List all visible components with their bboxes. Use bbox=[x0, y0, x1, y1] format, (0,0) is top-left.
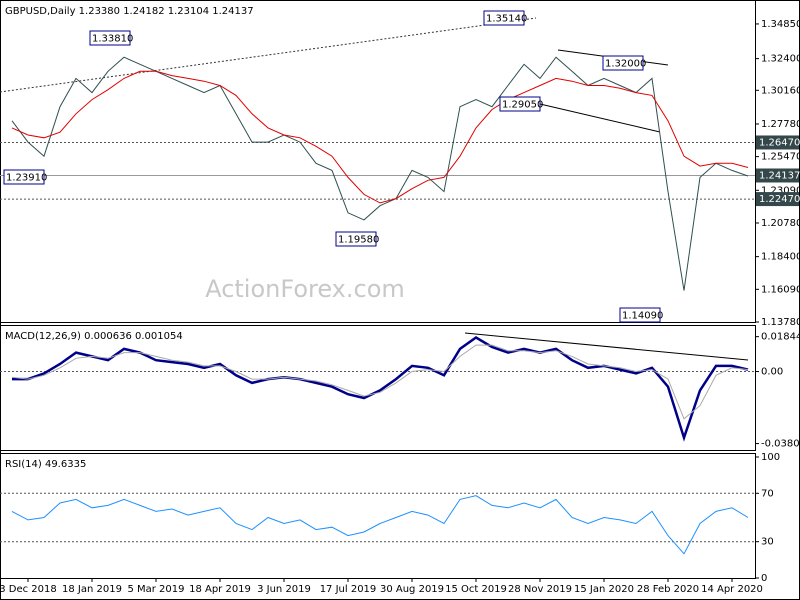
y-tick-label: 0.018442 bbox=[761, 332, 800, 343]
y-tick-label: 1.20780 bbox=[761, 218, 800, 229]
y-tick-label: 1.30160 bbox=[761, 85, 800, 96]
level-box bbox=[756, 135, 799, 150]
y-tick-label: 1.25470 bbox=[761, 152, 800, 163]
annotation-box bbox=[335, 231, 377, 247]
annotation-label: 1.35140 bbox=[486, 14, 527, 25]
rsi-panel bbox=[0, 453, 756, 579]
annotation-box bbox=[499, 96, 541, 112]
panel-title: GBPUSD,Daily 1.23380 1.24182 1.23104 1.2… bbox=[5, 6, 254, 17]
x-tick-label: 3 Dec 2018 bbox=[0, 584, 57, 595]
level-label: 1.24137 bbox=[759, 170, 800, 181]
watermark: ActionForex.com bbox=[205, 275, 405, 303]
panel-title: MACD(12,26,9) 0.000636 0.001054 bbox=[5, 331, 183, 342]
price-panel bbox=[0, 0, 756, 323]
panel-title: RSI(14) 49.6335 bbox=[5, 459, 86, 470]
y-tick-label: 0 bbox=[761, 573, 767, 584]
y-tick-label: 70 bbox=[761, 488, 774, 499]
annotation-label: 1.19580 bbox=[338, 235, 379, 246]
annotation-label: 1.29050 bbox=[502, 100, 543, 111]
y-tick-label: 1.13780 bbox=[761, 317, 800, 328]
annotation-box bbox=[602, 55, 644, 71]
series-line bbox=[12, 336, 749, 442]
y-tick-label: 100 bbox=[761, 452, 780, 463]
x-tick-label: 5 Mar 2019 bbox=[127, 584, 184, 595]
macd-trend-line bbox=[464, 332, 749, 361]
annotation-label: 1.14090 bbox=[622, 311, 663, 322]
x-tick-label: 28 Feb 2020 bbox=[637, 584, 699, 595]
annotation-label: 1.33810 bbox=[92, 34, 133, 45]
x-tick-label: 3 Jun 2019 bbox=[257, 584, 311, 595]
level-label: 1.22470 bbox=[759, 194, 800, 205]
series-line bbox=[11, 56, 749, 291]
level-label: 1.26470 bbox=[759, 137, 800, 148]
annotation-label: 1.32000 bbox=[605, 59, 646, 70]
y-tick-label: 30 bbox=[761, 537, 774, 548]
series-line bbox=[11, 344, 749, 420]
annotation-box bbox=[483, 10, 525, 26]
x-tick-label: 15 Jan 2020 bbox=[574, 584, 634, 595]
y-tick-label: -0.038095 bbox=[761, 439, 800, 450]
channel-line bbox=[539, 103, 661, 133]
annotation-box bbox=[3, 169, 45, 185]
macd-panel bbox=[0, 325, 756, 451]
level-box bbox=[756, 192, 799, 207]
x-tick-label: 18 Apr 2019 bbox=[189, 584, 251, 595]
level-box bbox=[756, 168, 799, 183]
x-tick-label: 15 Oct 2019 bbox=[445, 584, 507, 595]
series-line bbox=[11, 70, 749, 204]
annotation-box bbox=[89, 30, 131, 46]
series-line bbox=[11, 495, 749, 555]
y-tick-label: 1.27780 bbox=[761, 119, 800, 130]
x-tick-label: 28 Nov 2019 bbox=[508, 584, 572, 595]
y-tick-label: 1.34850 bbox=[761, 19, 800, 30]
y-tick-label: 1.23090 bbox=[761, 185, 800, 196]
x-tick-label: 17 Jul 2019 bbox=[320, 584, 377, 595]
y-tick-label: 1.32400 bbox=[761, 54, 800, 65]
y-tick-label: 1.18400 bbox=[761, 252, 800, 263]
x-tick-label: 14 Apr 2020 bbox=[701, 584, 763, 595]
annotation-label: 1.23910 bbox=[6, 173, 47, 184]
x-tick-label: 18 Jan 2019 bbox=[62, 584, 122, 595]
y-tick-label: 1.16090 bbox=[761, 284, 800, 295]
y-tick-label: 0.00 bbox=[761, 367, 783, 378]
x-tick-label: 30 Aug 2019 bbox=[380, 584, 444, 595]
annotation-box bbox=[619, 307, 661, 323]
